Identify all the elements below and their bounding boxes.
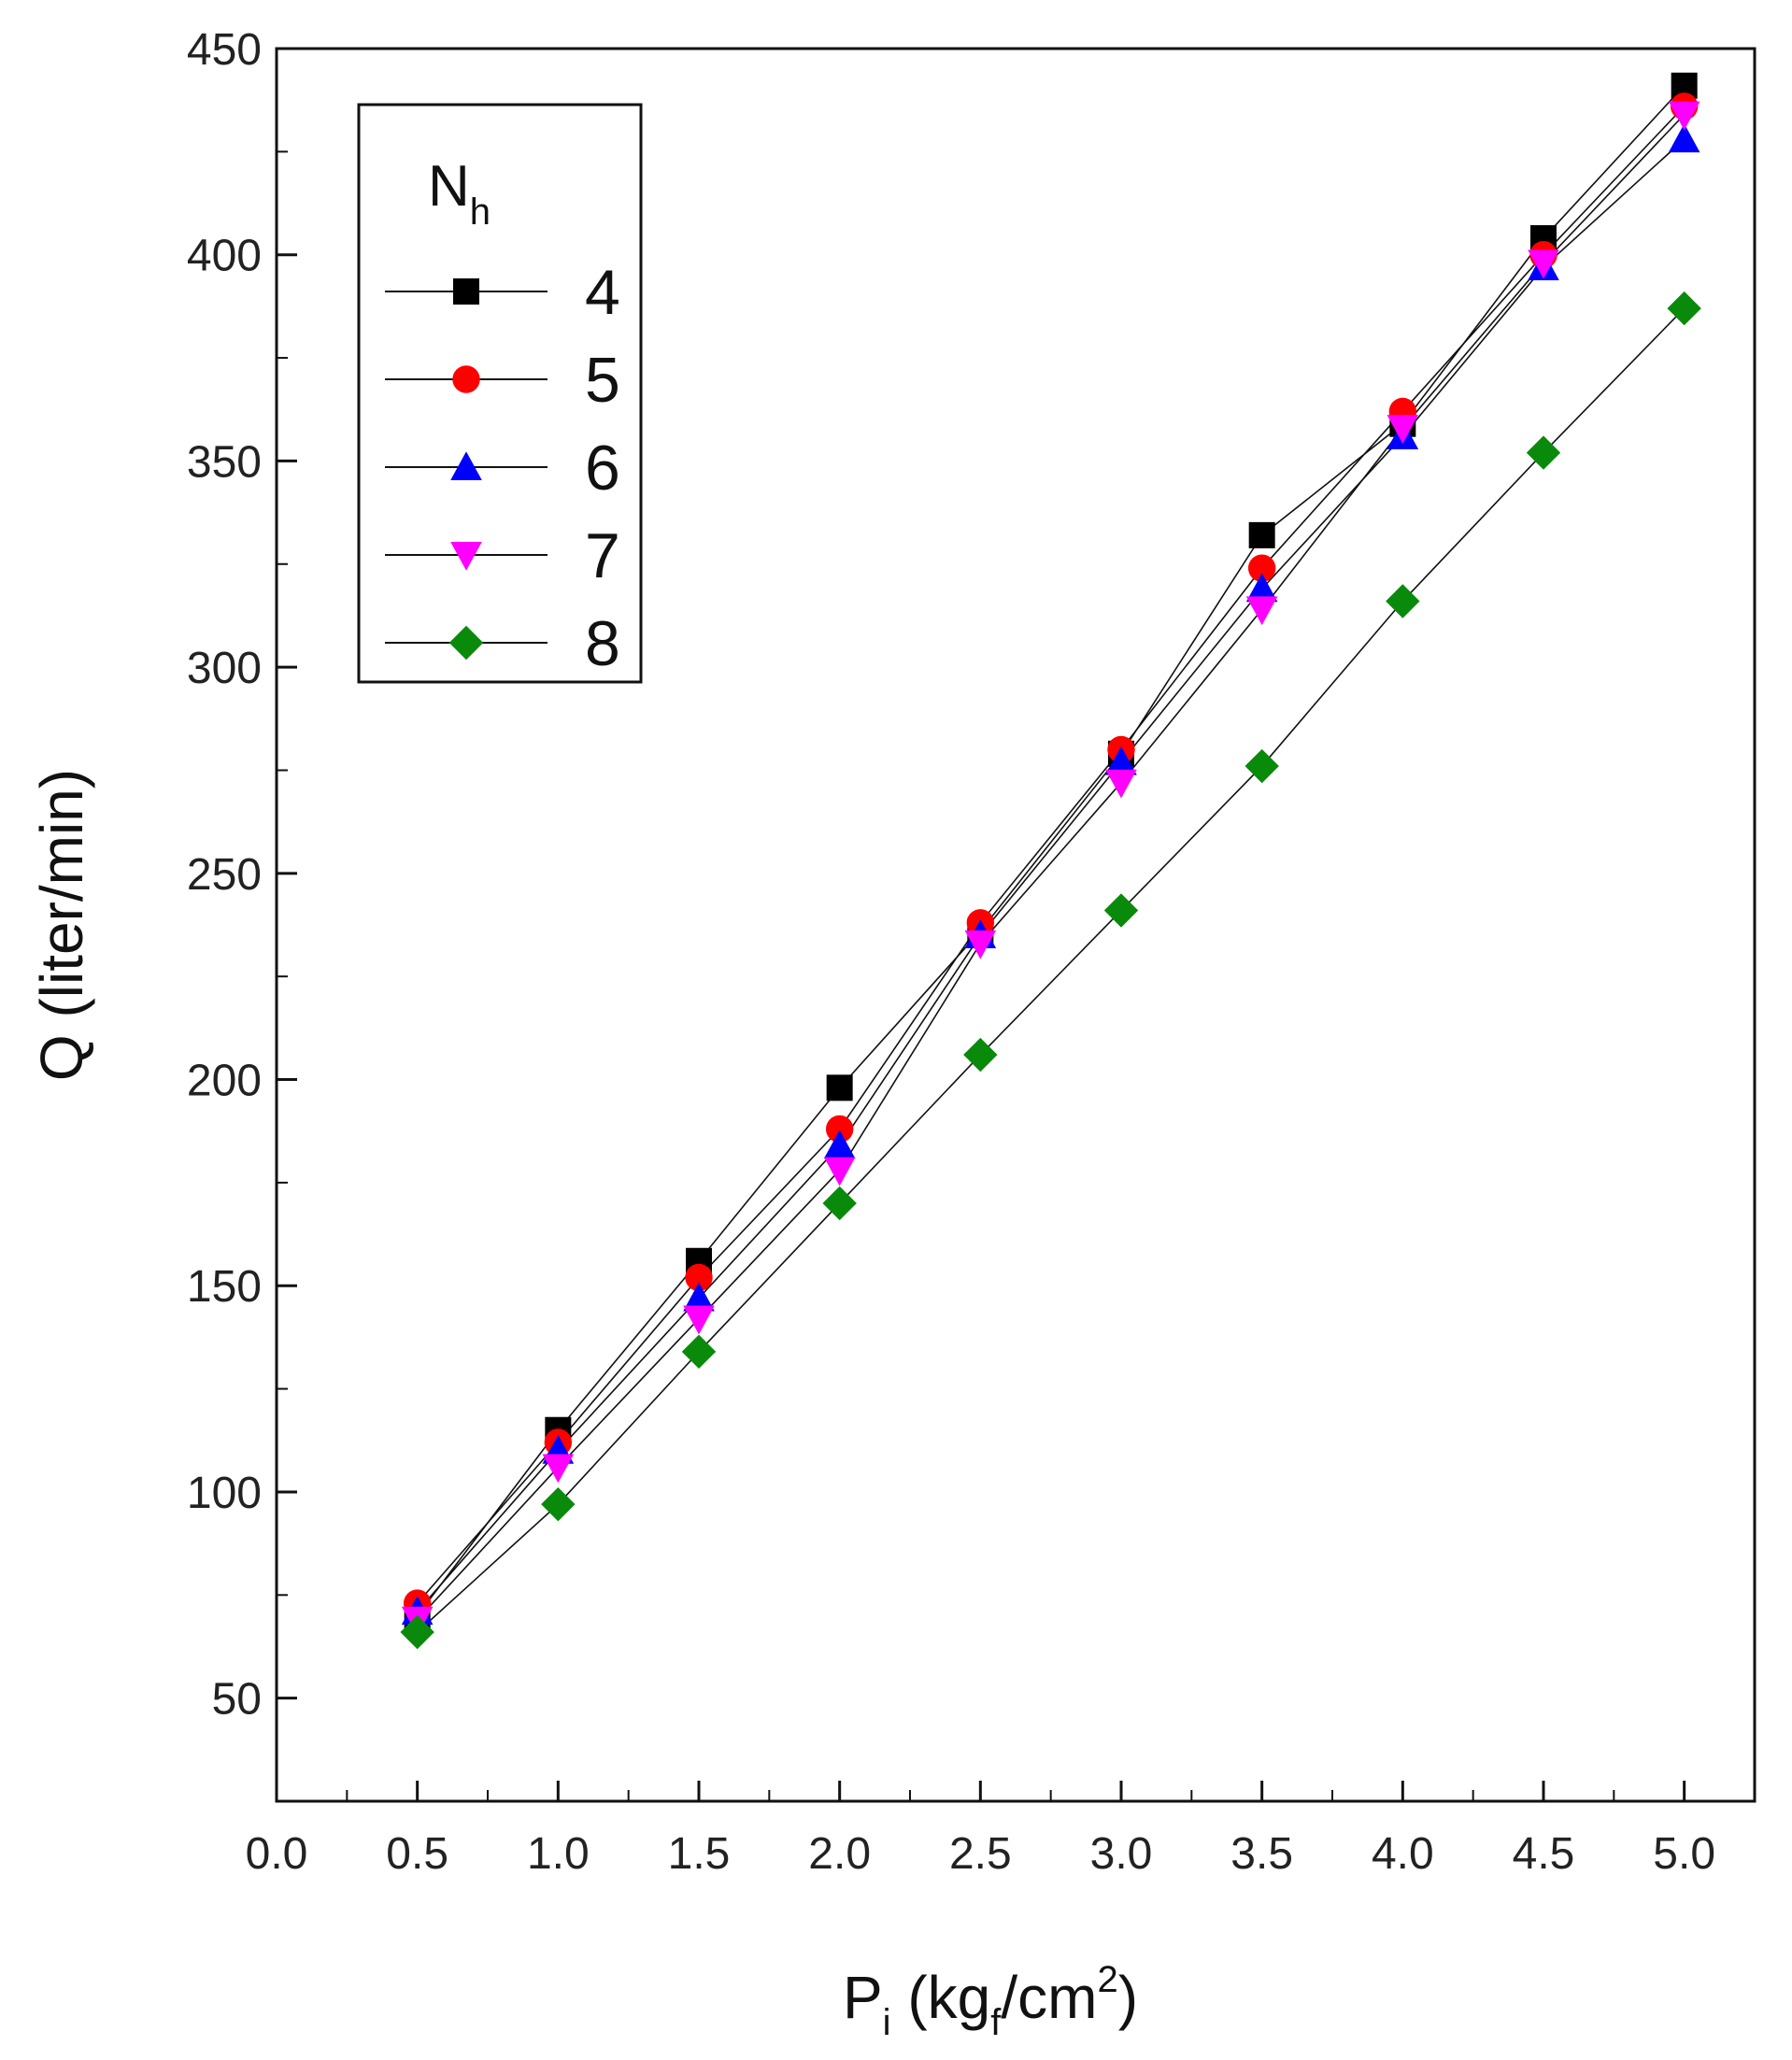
legend-8-marker [448, 625, 484, 661]
x-tick-label: 1.0 [527, 1829, 590, 1879]
series-7-point [1668, 101, 1700, 131]
series-8-point [1103, 893, 1139, 928]
y-tick-label: 150 [187, 1262, 262, 1312]
x-axis-title-sub: i [883, 2002, 891, 2043]
x-axis-title: Pi (kgf/cm2) [843, 1959, 1138, 2043]
series-5-point [685, 1263, 713, 1292]
legend-6-marker [450, 451, 482, 480]
series-7-point [823, 1157, 856, 1186]
legend-6-label: 6 [585, 433, 620, 504]
y-axis-title: Q (liter/min) [28, 769, 95, 1081]
x-tick-label: 4.0 [1372, 1829, 1434, 1879]
series-8-line [417, 307, 1685, 1633]
series-markers [400, 72, 1701, 1650]
series-6-line [417, 138, 1685, 1612]
legend-box [357, 103, 643, 684]
x-tick-label: 3.5 [1230, 1829, 1293, 1879]
x-tick-label: 0.5 [386, 1829, 448, 1879]
x-axis-title-unit-sub: f [990, 2002, 1002, 2043]
tick-labels: 0.0 0.5 1.0 1.5 2.0 2.5 3.0 3.5 4.0 4.5 5.0 50 100 15… [187, 25, 1715, 1879]
series-7-point [1387, 415, 1419, 444]
legend-7-label: 7 [585, 520, 620, 591]
series-7-point [1528, 249, 1559, 279]
series-8-point [822, 1186, 857, 1221]
y-tick-label: 400 [187, 232, 262, 281]
series-8-point [1386, 584, 1420, 618]
legend-8-label: 8 [585, 608, 620, 679]
x-tick-label: 4.5 [1513, 1829, 1575, 1879]
series-8-point [681, 1334, 717, 1370]
y-tick-label: 50 [212, 1675, 262, 1725]
series-5-line [417, 106, 1685, 1604]
series-4-line [417, 85, 1685, 1616]
y-tick-label: 450 [187, 25, 262, 75]
series-8-point [1667, 291, 1701, 326]
legend-5-label: 5 [585, 345, 620, 416]
x-axis-title-main: P [843, 1964, 883, 2031]
x-tick-label: 2.0 [808, 1829, 871, 1879]
series-4-point [1248, 521, 1275, 548]
legend-5-marker [452, 365, 480, 393]
series-5-point [1247, 554, 1276, 582]
series-8-point [1526, 435, 1561, 470]
series-6-point [823, 1129, 856, 1159]
x-tick-label: 2.5 [949, 1829, 1012, 1879]
series-7-point [542, 1454, 575, 1484]
series-7-point [1105, 769, 1137, 799]
x-tick-label: 5.0 [1653, 1829, 1715, 1879]
x-tick-label: 3.0 [1090, 1829, 1153, 1879]
series-8-point [963, 1037, 998, 1073]
y-tick-label: 250 [187, 850, 262, 900]
legend: Nh 4 5 6 7 8 [357, 103, 643, 684]
series-8-point [400, 1614, 434, 1650]
series-6-point [683, 1282, 715, 1312]
series-lines [417, 85, 1685, 1633]
legend-7-marker [450, 542, 482, 571]
x-axis-title-unit-sup: 2 [1097, 1959, 1117, 2000]
series-8-point [1244, 748, 1279, 784]
series-8-point [541, 1486, 576, 1522]
legend-title: Nh [428, 154, 491, 233]
y-tick-label: 350 [187, 437, 262, 487]
x-axis-title-unit-close: ) [1118, 1964, 1138, 2031]
legend-4-marker [453, 278, 479, 305]
series-6-point [1105, 746, 1137, 775]
legend-title-main: N [428, 154, 470, 219]
series-6-point [1668, 123, 1700, 153]
x-axis-title-unit-open: (kg [891, 1964, 991, 2031]
series-5-point [825, 1115, 854, 1144]
y-tick-label: 200 [187, 1057, 262, 1106]
axis-ticks [275, 47, 1686, 1801]
x-axis-title-unit-mid: /cm [1001, 1964, 1097, 2031]
series-4-point [826, 1074, 853, 1101]
y-tick-label: 100 [187, 1469, 262, 1518]
series-6-point [1245, 573, 1278, 603]
legend-title-sub: h [470, 192, 491, 233]
series-7-point [683, 1305, 715, 1335]
legend-4-label: 4 [585, 257, 620, 328]
legend-items: 4 5 6 7 8 [385, 257, 620, 679]
x-tick-label: 1.5 [668, 1829, 731, 1879]
series-7-line [417, 114, 1685, 1621]
y-tick-label: 300 [187, 644, 262, 693]
x-tick-label: 0.0 [246, 1829, 308, 1879]
series-7-point [1245, 596, 1278, 626]
series-7-point [964, 930, 997, 959]
